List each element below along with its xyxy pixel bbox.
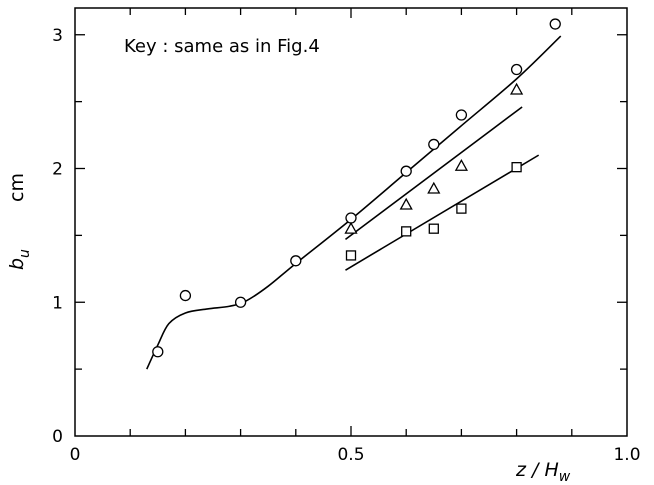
axis-ticks <box>75 8 627 436</box>
data-point-square <box>401 226 412 237</box>
data-point-circle <box>549 18 561 30</box>
data-point-square <box>511 162 522 173</box>
data-point-circle <box>428 138 440 151</box>
x-axis-label-sub: w <box>559 469 571 485</box>
fit-curve-square <box>345 154 540 271</box>
y-axis-unit: cm <box>6 173 28 202</box>
fit-curve-triangle <box>345 106 523 241</box>
data-point-triangle <box>427 181 441 194</box>
x-tick-label: 0 <box>70 445 81 465</box>
y-tick-label: 0 <box>52 427 63 447</box>
y-tick-label: 3 <box>52 26 63 46</box>
data-point-circle <box>510 63 523 76</box>
x-axis-label-main: z / H <box>515 459 559 481</box>
y-axis-label-main: b <box>6 258 28 270</box>
data-point-circle <box>179 289 192 302</box>
fit-curve-circle <box>146 35 562 370</box>
data-point-circle <box>455 109 468 121</box>
y-axis-label: bu <box>6 249 33 270</box>
x-axis-label: z / Hw <box>515 459 571 485</box>
axis-tick-labels: 0 0.5 1.0 0 1 2 3 <box>52 26 640 465</box>
data-point-circle <box>290 255 302 267</box>
data-point-circle <box>234 296 247 308</box>
data-point-circle <box>345 212 357 224</box>
x-tick-label: 1.0 <box>613 445 640 465</box>
data-point-circle <box>152 346 164 358</box>
data-point-triangle <box>454 158 469 171</box>
x-tick-label: 0.5 <box>337 445 364 465</box>
y-axis-label-sub: u <box>17 249 33 258</box>
y-tick-label: 1 <box>52 293 63 313</box>
data-point-triangle <box>344 221 358 234</box>
data-point-square <box>428 223 439 234</box>
data-point-square <box>345 250 357 261</box>
data-point-circle <box>400 165 412 177</box>
data-markers <box>152 18 561 358</box>
fit-curves <box>146 35 562 370</box>
y-tick-label: 2 <box>52 160 63 180</box>
data-point-triangle <box>399 197 413 210</box>
data-point-square <box>456 203 467 214</box>
key-annotation: Key : same as in Fig.4 <box>124 36 320 57</box>
data-point-triangle <box>509 82 524 95</box>
